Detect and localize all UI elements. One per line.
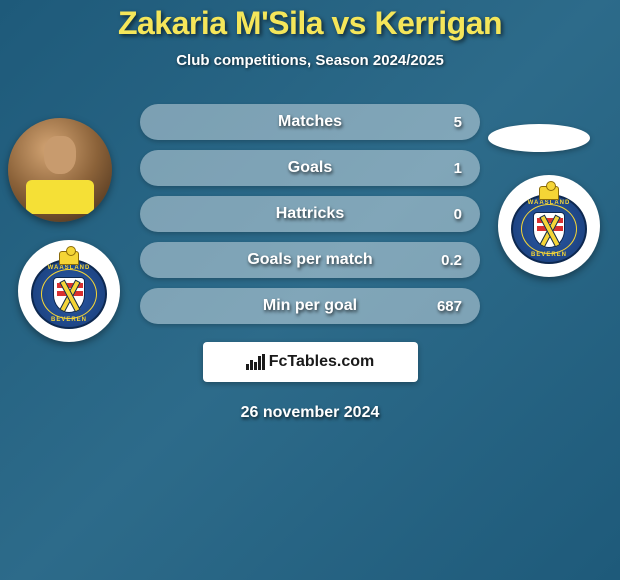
- stat-label: Min per goal: [263, 297, 357, 315]
- crest-bottom-text: BEVEREN: [31, 317, 107, 323]
- crest-bottom-text: BEVEREN: [511, 252, 587, 258]
- source-logo: FcTables.com: [203, 342, 418, 382]
- player-right-photo: [488, 124, 590, 152]
- stat-value: 687: [437, 298, 462, 315]
- stat-label: Matches: [278, 113, 342, 131]
- stat-row: Goals 1: [140, 150, 480, 186]
- stat-label: Hattricks: [276, 205, 344, 223]
- comparison-card: Zakaria M'Sila vs Kerrigan Club competit…: [0, 0, 620, 580]
- stat-label: Goals: [288, 159, 332, 177]
- stat-label: Goals per match: [247, 251, 372, 269]
- date-label: 26 november 2024: [0, 404, 620, 422]
- page-title: Zakaria M'Sila vs Kerrigan: [0, 5, 620, 42]
- stat-row: Min per goal 687: [140, 288, 480, 324]
- player-left-photo: [8, 118, 112, 222]
- stat-row: Hattricks 0: [140, 196, 480, 232]
- stat-value: 0.2: [441, 252, 462, 269]
- stat-value: 0: [454, 206, 462, 223]
- stat-row: Goals per match 0.2: [140, 242, 480, 278]
- stats-table: Matches 5 Goals 1 Hattricks 0 Goals per …: [140, 104, 480, 324]
- club-badge-right: WAASLAND BEVEREN: [498, 175, 600, 277]
- stat-value: 5: [454, 114, 462, 131]
- club-badge-left: WAASLAND BEVEREN: [18, 240, 120, 342]
- crest-top-text: WAASLAND: [31, 265, 107, 271]
- subtitle: Club competitions, Season 2024/2025: [0, 52, 620, 69]
- logo-text: FcTables.com: [269, 353, 375, 371]
- bar-chart-icon: [246, 354, 265, 370]
- crest-icon: WAASLAND BEVEREN: [31, 253, 107, 329]
- crest-top-text: WAASLAND: [511, 200, 587, 206]
- stat-value: 1: [454, 160, 462, 177]
- crest-icon: WAASLAND BEVEREN: [511, 188, 587, 264]
- stat-row: Matches 5: [140, 104, 480, 140]
